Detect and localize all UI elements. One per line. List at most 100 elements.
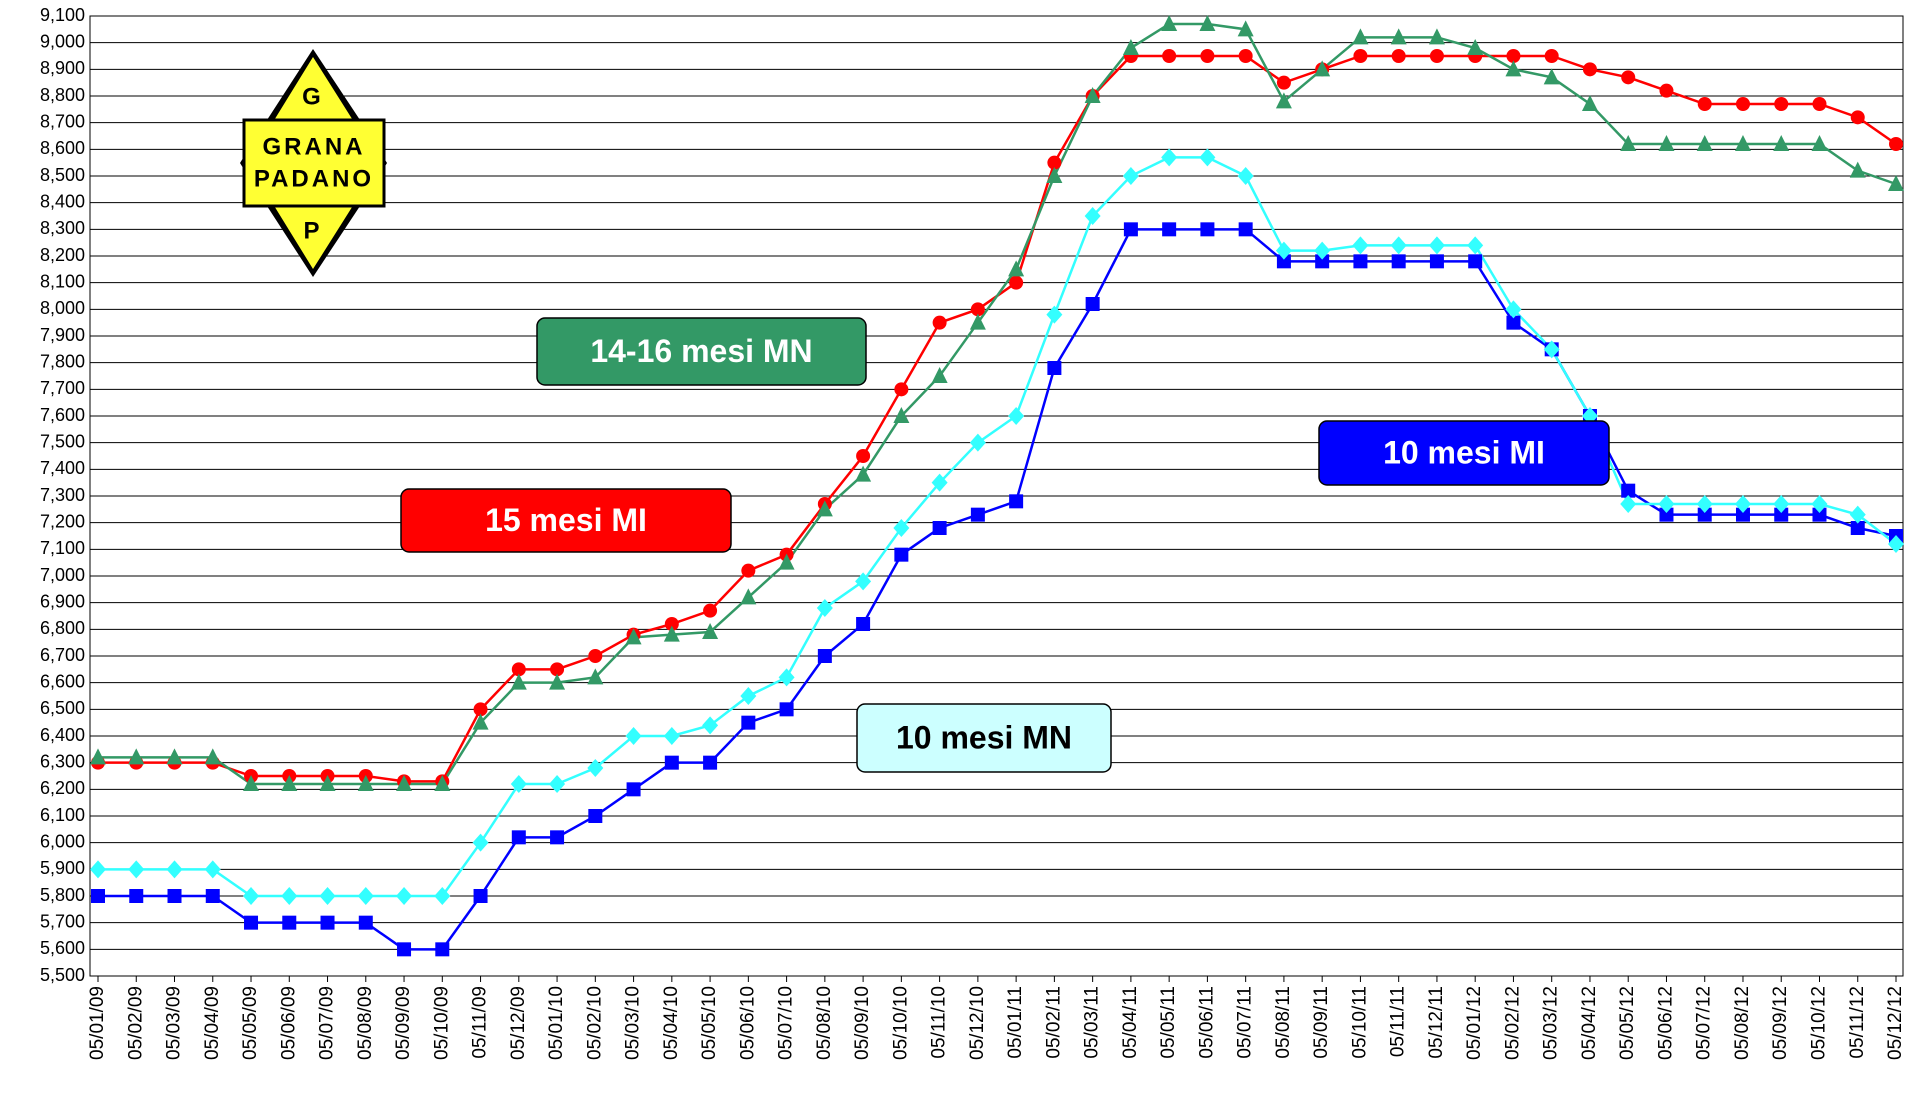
marker (1849, 505, 1866, 524)
y-tick-label: 9,000 (40, 31, 85, 51)
x-tick-label: 05/12/09 (508, 986, 529, 1060)
marker (1353, 254, 1368, 269)
y-tick-label: 5,900 (40, 858, 85, 878)
x-tick-label: 05/02/12 (1502, 986, 1523, 1060)
marker (587, 759, 604, 777)
y-tick-label: 7,600 (40, 405, 85, 425)
x-tick-label: 05/03/09 (164, 986, 185, 1060)
x-tick-label: 05/01/12 (1464, 986, 1485, 1060)
x-tick-label: 05/04/10 (661, 986, 682, 1060)
marker (1162, 222, 1177, 237)
marker (740, 588, 757, 605)
marker (1543, 340, 1560, 359)
marker (1238, 49, 1253, 63)
marker (1621, 483, 1636, 498)
x-tick-label: 05/10/09 (431, 986, 452, 1060)
logo-text: PADANO (254, 165, 374, 192)
marker (1543, 68, 1560, 85)
y-tick-label: 7,800 (40, 351, 85, 371)
logo: G GRANA PADANO P (240, 49, 387, 277)
x-tick-label: 05/05/12 (1617, 986, 1638, 1060)
x-tick-label: 05/06/10 (737, 986, 758, 1060)
x-tick-label: 05/06/11 (1196, 986, 1217, 1059)
marker (1774, 507, 1789, 522)
legend-box (400, 488, 732, 553)
marker (1161, 15, 1178, 31)
y-tick-label: 7,100 (40, 538, 85, 558)
marker (510, 673, 527, 690)
marker (90, 860, 106, 879)
marker (702, 716, 719, 735)
marker (1467, 39, 1484, 55)
marker (856, 617, 871, 631)
logo-text: GRANA (263, 133, 366, 160)
marker (473, 702, 488, 717)
marker (1773, 495, 1790, 513)
marker (703, 755, 718, 770)
marker (319, 887, 336, 905)
marker (281, 775, 298, 791)
marker (779, 702, 794, 717)
x-tick-label: 05/12/11 (1426, 986, 1447, 1059)
marker (663, 727, 680, 745)
marker (1658, 495, 1675, 513)
marker (1199, 15, 1216, 31)
x-tick-label: 05/05/10 (699, 986, 720, 1060)
marker (549, 775, 566, 793)
marker (1735, 97, 1750, 111)
marker (1084, 207, 1101, 225)
marker (931, 473, 948, 492)
legend-entry: 10 mesi MI (1318, 420, 1610, 486)
y-tick-label: 6,700 (40, 645, 85, 665)
marker (1275, 241, 1292, 260)
marker (1581, 95, 1598, 111)
marker (1047, 361, 1062, 375)
x-tick-label: 05/10/10 (890, 986, 911, 1060)
marker (1506, 49, 1521, 63)
marker (1505, 300, 1522, 319)
y-tick-label: 5,800 (40, 885, 85, 905)
legend-box (536, 317, 867, 386)
marker (1275, 92, 1292, 109)
marker (473, 889, 488, 903)
marker (1390, 236, 1407, 255)
marker (1161, 148, 1178, 167)
marker (855, 465, 872, 482)
marker (1850, 521, 1865, 535)
marker (1659, 507, 1674, 522)
marker (1237, 167, 1254, 185)
marker (932, 315, 947, 330)
legend-box (1318, 420, 1610, 486)
marker (1199, 148, 1216, 167)
x-tick-label: 05/11/12 (1847, 986, 1868, 1059)
logo-band (242, 118, 386, 208)
marker (893, 407, 910, 423)
x-tick-label: 05/06/12 (1655, 986, 1676, 1060)
marker (588, 809, 603, 823)
marker (969, 433, 986, 452)
marker (1314, 241, 1331, 260)
marker (1123, 222, 1138, 237)
marker (1888, 175, 1904, 191)
marker (128, 748, 145, 765)
marker (1849, 161, 1866, 178)
marker (1008, 407, 1025, 425)
marker (855, 572, 872, 591)
x-tick-label: 05/03/12 (1541, 986, 1562, 1060)
x-tick-label: 05/09/10 (852, 986, 873, 1060)
marker (626, 782, 641, 797)
x-tick-label: 05/07/09 (317, 986, 338, 1060)
marker (1314, 60, 1331, 77)
x-tick-label: 05/01/09 (87, 986, 108, 1060)
marker (1734, 495, 1751, 513)
marker (1850, 110, 1865, 125)
marker (434, 887, 451, 905)
marker (741, 715, 756, 730)
y-tick-label: 7,900 (40, 325, 85, 345)
logo-text: P (303, 217, 322, 244)
marker (1009, 275, 1024, 290)
marker (550, 830, 565, 845)
marker (1122, 167, 1139, 185)
x-tick-label: 05/08/10 (814, 986, 835, 1060)
